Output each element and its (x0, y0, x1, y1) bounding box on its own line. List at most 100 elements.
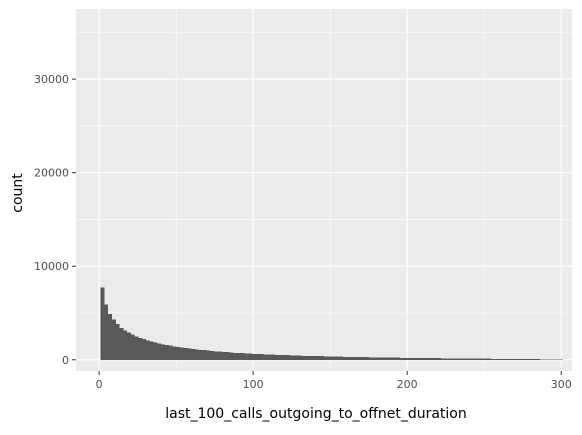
histogram-bar (335, 356, 340, 360)
histogram-bar (301, 355, 306, 360)
major-gridlines (76, 9, 572, 371)
histogram-bar (464, 358, 469, 360)
histogram-bar (309, 355, 313, 360)
histogram-bar (191, 349, 196, 360)
histogram-bar (540, 359, 544, 360)
histogram-bar (403, 357, 408, 360)
histogram-bar (180, 347, 185, 360)
histogram-bar (237, 353, 241, 360)
histogram-bar (172, 346, 177, 360)
histogram-bar (502, 358, 507, 360)
histogram-bar (475, 358, 480, 360)
histogram-bar (453, 358, 457, 360)
histogram-bar (525, 359, 529, 360)
minor-gridlines (76, 9, 572, 371)
histogram-bar (104, 304, 109, 360)
histogram-bar (555, 359, 560, 360)
x-axis-ticks: 0 100 200 300 (96, 371, 572, 391)
histogram-bar (161, 344, 166, 360)
histogram-bar (532, 359, 537, 360)
histogram-bar (225, 352, 230, 360)
histogram-bar (176, 346, 181, 360)
histogram-bar (445, 358, 450, 360)
histogram-bar (551, 359, 556, 360)
histogram-bar (490, 358, 495, 360)
histogram-bar (411, 357, 416, 360)
histogram-bar (498, 358, 503, 360)
histogram-bar (165, 344, 169, 360)
histogram-bar (138, 337, 143, 360)
histogram-bar (240, 353, 245, 360)
histogram-bar (316, 356, 321, 360)
histogram-bar (331, 356, 336, 360)
histogram-bar (426, 358, 431, 360)
x-tick-label: 0 (96, 378, 103, 391)
histogram-bar (263, 354, 268, 360)
histogram-bar (305, 355, 310, 360)
histogram-bar (244, 353, 249, 360)
histogram-bar (418, 357, 423, 360)
histogram-bar (487, 358, 491, 360)
histogram-bar (293, 355, 298, 360)
histogram-bar (146, 340, 150, 360)
histogram-bar (184, 348, 188, 360)
histogram-bar (256, 353, 260, 360)
histogram-bar (509, 358, 514, 360)
histogram-bar (328, 356, 332, 360)
histogram-bar (471, 358, 476, 360)
y-tick-label: 10000 (34, 260, 69, 273)
histogram-bar (218, 351, 222, 360)
histogram-bar (358, 357, 363, 360)
y-tick-label: 30000 (34, 73, 69, 86)
histogram-bar (468, 358, 472, 360)
histogram-bar (202, 350, 207, 360)
histogram-bar (350, 356, 355, 360)
histogram-bar (354, 356, 359, 360)
histogram-bar (119, 327, 124, 360)
histogram-bar (290, 355, 294, 360)
histogram-bar (153, 342, 158, 360)
histogram-bar (252, 353, 257, 360)
histogram-bar (362, 357, 366, 360)
histogram-bar (286, 355, 291, 360)
histogram-bar (449, 358, 454, 360)
histogram-bar (100, 287, 105, 360)
histogram-bar (434, 358, 438, 360)
histogram-bar (343, 356, 347, 360)
panel-background (76, 9, 572, 371)
y-axis-label: count (10, 173, 26, 213)
histogram-bar (396, 357, 401, 360)
x-tick-label: 100 (243, 378, 264, 391)
histogram-bar (195, 349, 200, 360)
histogram-bar (437, 358, 442, 360)
histogram-bar (168, 345, 173, 360)
histogram-bar (108, 313, 113, 360)
histogram-bar (422, 358, 427, 360)
histogram-bar (536, 359, 541, 360)
histogram-bar (127, 332, 131, 360)
histogram-bar (483, 358, 488, 360)
x-tick-label: 200 (397, 378, 418, 391)
histogram-bar (365, 357, 370, 360)
histogram-bar (112, 319, 116, 360)
histogram-bar (267, 354, 272, 360)
histogram-bar (324, 356, 329, 360)
histogram-bar (312, 356, 317, 360)
histogram-bar (456, 358, 461, 360)
histogram-bar (282, 355, 287, 360)
histogram-bar (506, 358, 510, 360)
histogram-bar (559, 359, 563, 360)
histogram-bar (221, 351, 226, 360)
histogram-bar (430, 358, 435, 360)
histogram-bar (346, 356, 351, 360)
histogram-bar (415, 357, 419, 360)
histogram-bar (214, 351, 219, 360)
y-axis-ticks: 0 10000 20000 30000 (34, 73, 76, 367)
histogram-bar (441, 358, 446, 360)
histogram-bar (547, 359, 552, 360)
histogram-bar (123, 330, 128, 360)
histogram-bar (513, 358, 518, 360)
histogram-bar (339, 356, 344, 360)
